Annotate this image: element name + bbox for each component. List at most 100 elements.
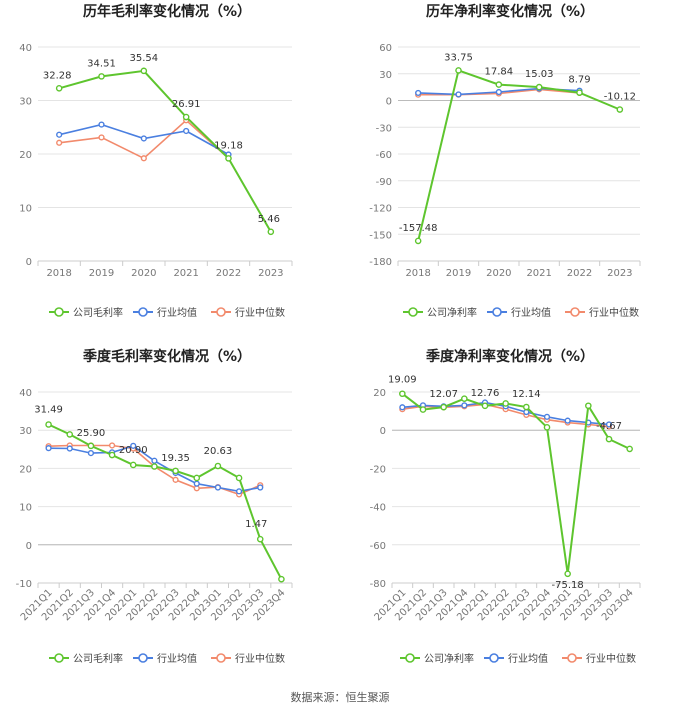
- data-point-avg: [87, 450, 95, 457]
- data-point-median: [172, 476, 179, 483]
- data-point-company: [45, 421, 52, 428]
- series-line-company: [417, 69, 621, 242]
- series-line-company: [58, 69, 272, 233]
- y-tick-label: -120: [369, 204, 392, 215]
- data-label: 19.09: [388, 375, 417, 386]
- data-point-avg: [257, 484, 264, 491]
- data-label: -157.48: [399, 223, 438, 234]
- data-point-company: [151, 463, 158, 470]
- y-tick-label: -90: [376, 177, 392, 188]
- data-point-avg: [140, 135, 147, 142]
- data-label: 33.75: [444, 52, 473, 63]
- data-label: 20.63: [204, 446, 233, 457]
- x-tick-label: 2023: [607, 268, 632, 279]
- data-point-avg: [151, 457, 158, 464]
- data-point-company: [129, 461, 137, 469]
- data-point-company: [543, 424, 551, 431]
- legend-swatch-marker: [489, 653, 499, 663]
- data-label: -10.12: [604, 92, 636, 103]
- data-point-company: [140, 67, 148, 75]
- data-point-company: [564, 570, 571, 578]
- x-tick-label: 2019: [89, 268, 114, 279]
- data-point-company: [193, 474, 201, 482]
- data-point-avg: [56, 131, 63, 138]
- y-tick-label: -150: [369, 230, 392, 241]
- x-tick-label: 2018: [405, 268, 430, 279]
- y-tick-label: -180: [369, 257, 392, 268]
- chart-title: 季度毛利率变化情况（%）: [82, 348, 251, 365]
- legend-swatch-marker: [138, 307, 148, 317]
- legend-swatch-marker: [54, 653, 64, 663]
- data-point-avg: [130, 442, 137, 449]
- data-point-company: [461, 395, 468, 402]
- data-point-company: [87, 442, 95, 450]
- chart-title: 季度净利率变化情况（%）: [425, 348, 594, 365]
- legend-label: 行业均值: [508, 652, 548, 665]
- y-tick-label: 0: [380, 426, 386, 437]
- y-tick-label: 0: [386, 97, 392, 108]
- x-tick-label: 2022: [216, 268, 241, 279]
- data-label: 15.03: [525, 69, 554, 80]
- source-note: 数据来源：恒生聚源: [290, 691, 390, 704]
- x-tick-label: 2018: [46, 268, 71, 279]
- legend-label: 公司净利率: [424, 652, 474, 665]
- x-tick-label: 2020: [131, 268, 156, 279]
- data-point-avg: [564, 417, 571, 424]
- legend-swatch-marker: [138, 653, 148, 663]
- y-tick-label: 30: [19, 97, 32, 108]
- legend-label: 行业均值: [157, 652, 197, 665]
- y-tick-label: 0: [26, 257, 32, 268]
- legend-swatch-marker: [216, 307, 226, 317]
- data-label: 35.54: [130, 53, 159, 64]
- legend-swatch-marker: [216, 653, 226, 663]
- data-label: 25.90: [77, 428, 106, 439]
- y-tick-label: 30: [19, 426, 32, 437]
- x-tick-label: 2021: [526, 268, 551, 279]
- data-point-median: [98, 134, 105, 141]
- y-tick-label: 20: [373, 388, 386, 399]
- data-point-company: [605, 435, 613, 443]
- data-label: 31.49: [34, 405, 63, 416]
- y-tick-label: 30: [379, 70, 392, 81]
- data-point-company: [278, 575, 285, 583]
- y-tick-label: -20: [370, 464, 386, 475]
- data-point-avg: [605, 421, 613, 428]
- data-label: 8.79: [568, 75, 590, 86]
- legend-label: 行业中位数: [235, 306, 285, 319]
- data-label: 34.51: [87, 58, 116, 69]
- y-tick-label: 60: [379, 43, 392, 54]
- legend-label: 公司毛利率: [73, 652, 123, 665]
- data-point-median: [108, 442, 116, 449]
- data-point-avg: [183, 127, 190, 135]
- data-point-avg: [495, 88, 502, 96]
- data-point-avg: [455, 91, 462, 98]
- y-tick-label: 40: [19, 43, 32, 54]
- data-point-company: [98, 73, 105, 80]
- data-point-company: [495, 81, 503, 88]
- y-tick-label: 40: [19, 388, 32, 399]
- data-point-avg: [45, 445, 52, 452]
- y-tick-label: -10: [16, 579, 32, 590]
- legend-swatch-marker: [492, 307, 502, 317]
- y-tick-label: -40: [370, 503, 386, 514]
- data-point-company: [535, 83, 543, 91]
- data-point-company: [225, 155, 232, 162]
- legend-swatch-marker: [408, 307, 418, 317]
- data-point-company: [419, 406, 427, 413]
- data-point-company: [172, 467, 179, 475]
- y-tick-label: -60: [376, 150, 392, 161]
- y-tick-label: 10: [19, 503, 32, 514]
- chart-title: 历年毛利率变化情况（%）: [83, 3, 251, 20]
- data-point-company: [414, 237, 422, 245]
- legend-swatch-marker: [567, 653, 577, 663]
- data-point-company: [523, 403, 530, 411]
- data-point-avg: [98, 121, 105, 128]
- data-point-avg: [543, 413, 551, 420]
- data-point-company: [267, 228, 275, 236]
- data-point-avg: [66, 445, 73, 452]
- series-line-company: [401, 392, 631, 574]
- data-point-avg: [193, 480, 200, 487]
- data-point-company: [182, 113, 190, 121]
- data-point-avg: [399, 404, 406, 411]
